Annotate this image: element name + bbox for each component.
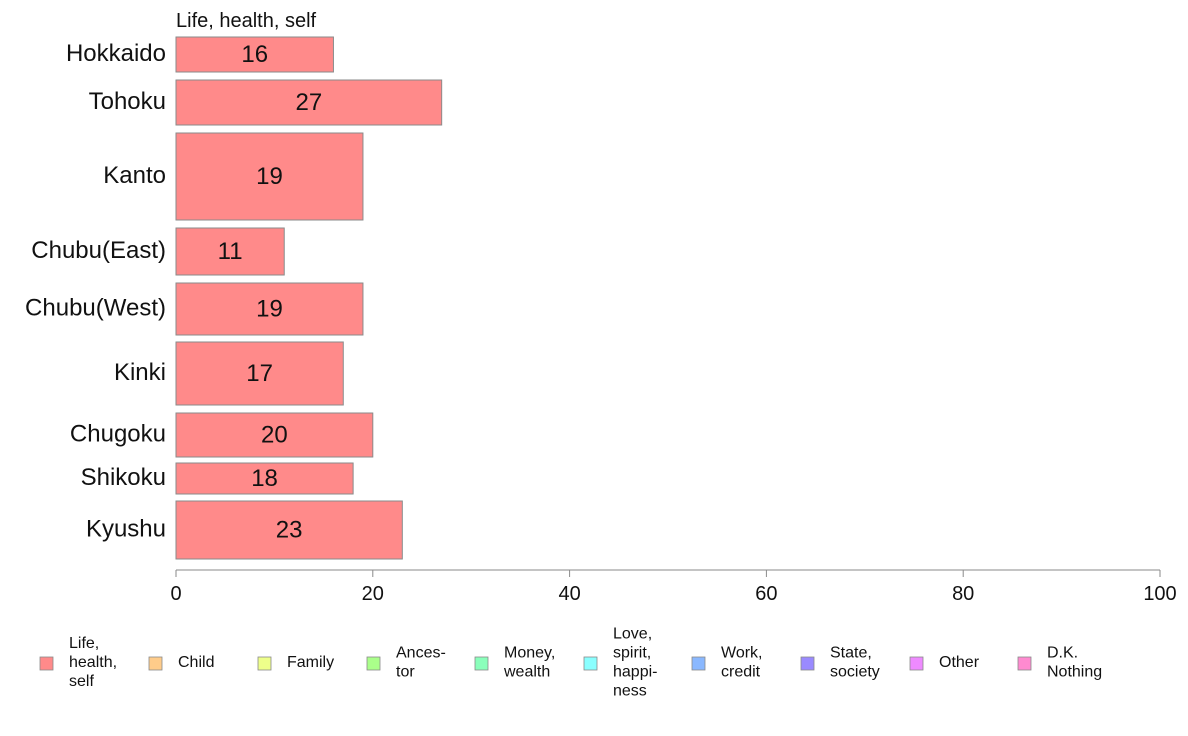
bar-chugoku: [175, 412, 374, 458]
legend-item-love-spirit-happi-ness: Love, spirit, happi-ness: [583, 626, 657, 700]
x-tick-label-20: 20: [362, 583, 384, 605]
bar-tohoku: [175, 79, 443, 126]
x-tick-label-40: 40: [558, 583, 580, 605]
category-label-chubu-east: Chubu(East): [31, 237, 166, 264]
legend-label-line: D.K.: [1047, 645, 1078, 662]
series-title: Life, health, self: [176, 10, 317, 32]
bar-kinki: [175, 341, 344, 406]
bar-kyushu: [175, 500, 403, 560]
bar-chubu-west: [175, 282, 364, 336]
legend-label-line: Life,: [69, 635, 99, 652]
legend-item-other: Other: [909, 654, 980, 671]
bar-value-chubu-west: 19: [256, 295, 283, 322]
legend-label-line: spirit,: [613, 645, 651, 662]
legend-label-line: happi-: [613, 664, 657, 681]
legend-item-d-k-nothing: D.K. Nothing: [1017, 645, 1102, 681]
legend-label-line: wealth: [503, 664, 550, 681]
category-label-kanto: Kanto: [103, 162, 166, 189]
bar-value-tohoku: 27: [295, 89, 322, 116]
bar-value-shikoku: 18: [251, 465, 278, 492]
legend-label-line: Other: [939, 654, 980, 671]
legend-item-work-credit: Work, credit: [691, 645, 762, 681]
legend-label-line: Work,: [721, 645, 762, 662]
category-label-shikoku: Shikoku: [81, 464, 166, 491]
legend-label-line: tor: [396, 664, 415, 681]
x-tick-label-0: 0: [170, 583, 181, 605]
category-label-kinki: Kinki: [114, 359, 166, 386]
legend-swatch: [800, 656, 815, 671]
x-tick-label-80: 80: [952, 583, 974, 605]
legend-item-family: Family: [257, 654, 334, 671]
category-label-hokkaido: Hokkaido: [66, 40, 166, 67]
bar-value-chugoku: 20: [261, 421, 288, 448]
legend-swatch: [39, 656, 54, 671]
legend-swatch: [366, 656, 381, 671]
legend-label-line: society: [830, 664, 880, 681]
legend-item-life-health-self: Life, health, self: [39, 635, 117, 690]
legend-item-state-society: State, society: [800, 645, 880, 681]
bar-value-kanto: 19: [256, 163, 283, 190]
legend-swatch: [257, 656, 272, 671]
legend-label-line: Love,: [613, 626, 652, 643]
legend-swatch: [909, 656, 924, 671]
category-label-chugoku: Chugoku: [70, 420, 166, 447]
x-axis: 0 20 40 60 80 100: [170, 569, 1177, 605]
legend-swatch: [691, 656, 706, 671]
bar-value-chubu-east: 11: [218, 238, 243, 265]
category-label-kyushu: Kyushu: [86, 515, 166, 542]
legend-label-line: Ances-: [396, 645, 446, 662]
legend-label-line: Nothing: [1047, 664, 1102, 681]
legend-item-money-wealth: Money, wealth: [474, 645, 555, 681]
legend-swatch: [148, 656, 163, 671]
legend-label-line: Family: [287, 654, 334, 671]
x-tick-label-100: 100: [1143, 583, 1176, 605]
legend-label-line: health,: [69, 654, 117, 671]
bar-chubu-east: [175, 227, 285, 276]
legend-swatch: [583, 656, 598, 671]
legend-label-line: Child: [178, 654, 214, 671]
bar-kanto: [175, 132, 364, 221]
bar-value-hokkaido: 16: [241, 41, 268, 68]
bar-value-kyushu: 23: [276, 516, 303, 543]
legend-label-line: credit: [721, 664, 761, 681]
legend-label-line: ness: [613, 683, 647, 700]
legend-label-line: self: [69, 673, 94, 690]
legend-swatch: [474, 656, 489, 671]
legend-swatch: [1017, 656, 1032, 671]
category-label-tohoku: Tohoku: [89, 88, 166, 115]
bars-group: Hokkaido 16 Tohoku 27 Kanto 19 Chubu(East) 11 Ch…: [25, 36, 443, 560]
bar-hokkaido: [175, 36, 334, 73]
bar-value-kinki: 17: [246, 360, 273, 387]
x-tick-label-60: 60: [755, 583, 777, 605]
bar-shikoku: [175, 462, 354, 495]
category-label-chubu-west: Chubu(West): [25, 294, 166, 321]
legend-item-ances-tor: Ances-tor: [366, 645, 446, 681]
legend-item-child: Child: [148, 654, 214, 671]
legend-label-line: Money,: [504, 645, 555, 662]
legend: Life, health, self Child Family Ances-tor Mone…: [39, 626, 1102, 700]
legend-label-line: State,: [830, 645, 872, 662]
